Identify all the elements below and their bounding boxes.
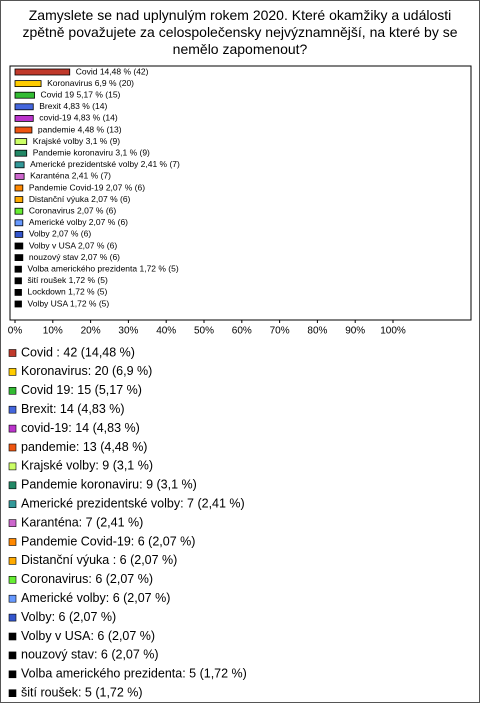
bar — [14, 219, 24, 227]
x-tick-label: 90% — [345, 326, 365, 337]
bar — [14, 138, 28, 146]
bar — [14, 91, 35, 99]
bar — [14, 254, 24, 262]
plot-frame — [9, 65, 472, 321]
bar-label: Krajské volby 3,1 % (9) — [33, 136, 121, 146]
x-tick-label: 0% — [8, 326, 23, 337]
bar — [14, 103, 34, 111]
bar-label: Volby 2,07 % (6) — [29, 229, 92, 239]
bar-label: Volby USA 1,72 % (5) — [28, 298, 110, 308]
bar-label: Americké prezidentské volby 2,41 % (7) — [30, 159, 180, 169]
bar — [14, 300, 22, 308]
x-tick-label: 40% — [156, 326, 176, 337]
bar — [14, 288, 22, 296]
bar-label: Volba amerického prezidenta 1,72 % (5) — [28, 263, 179, 273]
x-tick-label: 20% — [81, 326, 101, 337]
x-tick-label: 80% — [307, 326, 327, 337]
legend-label: Pandemie Covid-19: 6 (2,07 %) — [21, 534, 195, 548]
legend-swatch — [8, 368, 17, 376]
bar — [14, 68, 71, 76]
legend-swatch — [8, 651, 17, 660]
legend-label: Distanční výuka : 6 (2,07 %) — [21, 553, 177, 567]
legend-label: pandemie: 13 (4,48 %) — [21, 440, 147, 454]
x-tick-label: 70% — [270, 326, 290, 337]
legend-swatch — [8, 405, 17, 414]
x-tick-label: 10% — [43, 326, 63, 337]
bar — [14, 265, 22, 273]
x-tick-label: 50% — [194, 326, 214, 337]
legend-swatch — [8, 670, 17, 679]
bar-label: Covid 14,48 % (42) — [76, 66, 149, 76]
legend-label: Pandemie koronaviru: 9 (3,1 %) — [21, 478, 197, 492]
bar — [14, 80, 42, 87]
bar-label: Coronavirus 2,07 % (6) — [29, 205, 117, 215]
legend-swatch — [8, 557, 17, 565]
bar-label: Lockdown 1,72 % (5) — [28, 287, 108, 297]
bar-label: covid-19 4,83 % (14) — [39, 113, 118, 123]
bar — [14, 207, 24, 215]
legend-label: Americké prezidentské volby: 7 (2,41 %) — [21, 496, 245, 510]
bar — [14, 115, 34, 122]
legend-swatch — [8, 443, 17, 452]
legend-swatch — [8, 519, 17, 527]
legend-label: Coronavirus: 6 (2,07 %) — [21, 572, 153, 586]
bar — [14, 172, 25, 180]
bar — [14, 277, 22, 285]
legend-label: Volby v USA: 6 (2,07 %) — [21, 629, 155, 643]
bar-label: nouzový stav 2,07 % (6) — [29, 252, 120, 262]
bar — [14, 242, 24, 250]
bar-label: Pandemie Covid-19 2,07 % (6) — [29, 182, 145, 192]
legend-label: Koronavirus: 20 (6,9 %) — [21, 364, 152, 378]
legend-label: Covid 19: 15 (5,17 %) — [21, 383, 142, 397]
legend-label: Covid : 42 (14,48 %) — [21, 345, 135, 359]
x-tick-label: 30% — [118, 326, 138, 337]
bar-label: Brexit 4,83 % (14) — [39, 101, 107, 111]
legend-label: šití roušek: 5 (1,72 %) — [21, 685, 143, 699]
bar-label: Americké volby 2,07 % (6) — [29, 217, 128, 227]
legend-label: Brexit: 14 (4,83 %) — [21, 402, 125, 416]
bar — [14, 230, 24, 238]
legend-label: Volby: 6 (2,07 %) — [21, 610, 116, 624]
legend-label: Volba amerického prezidenta: 5 (1,72 %) — [21, 667, 247, 681]
bar-label: Covid 19 5,17 % (15) — [41, 89, 121, 99]
legend-swatch — [8, 349, 17, 357]
bar — [14, 161, 25, 169]
bar-label: pandemie 4,48 % (13) — [38, 124, 122, 134]
x-tick-label: 100% — [380, 326, 406, 337]
legend-swatch — [8, 594, 17, 603]
legend-label: Karanténa: 7 (2,41 %) — [21, 515, 143, 529]
bar — [14, 184, 24, 192]
legend-swatch — [8, 386, 17, 395]
bar — [14, 196, 24, 204]
legend-label: nouzový stav: 6 (2,07 %) — [21, 648, 159, 662]
legend-swatch — [8, 538, 17, 546]
legend-label: Krajské volby: 9 (3,1 %) — [21, 459, 153, 473]
bar-label: Karanténa 2,41 % (7) — [30, 171, 111, 181]
legend-swatch — [8, 500, 17, 509]
legend-swatch — [8, 462, 17, 471]
bar-label: Koronavirus 6,9 % (20) — [47, 78, 134, 88]
bar-label: Volby v USA 2,07 % (6) — [29, 240, 118, 250]
bar — [14, 126, 33, 134]
legend-label: covid-19: 14 (4,83 %) — [21, 421, 140, 435]
legend-label: Americké volby: 6 (2,07 %) — [21, 591, 170, 605]
legend-swatch — [8, 424, 17, 433]
legend-swatch — [8, 689, 17, 698]
legend-swatch — [8, 632, 17, 641]
bar-label: Pandemie koronaviru 3,1 % (9) — [33, 147, 150, 157]
legend-swatch — [8, 575, 17, 584]
legend-swatch — [8, 481, 17, 490]
bar-label: šití roušek 1,72 % (5) — [28, 275, 108, 285]
chart-title: Zamyslete se nad uplynulým rokem 2020. K… — [22, 7, 458, 57]
bar-label: Distanční výuka 2,07 % (6) — [29, 194, 131, 204]
x-tick-label: 60% — [232, 326, 252, 337]
bar — [14, 149, 28, 157]
legend-swatch — [8, 613, 17, 622]
